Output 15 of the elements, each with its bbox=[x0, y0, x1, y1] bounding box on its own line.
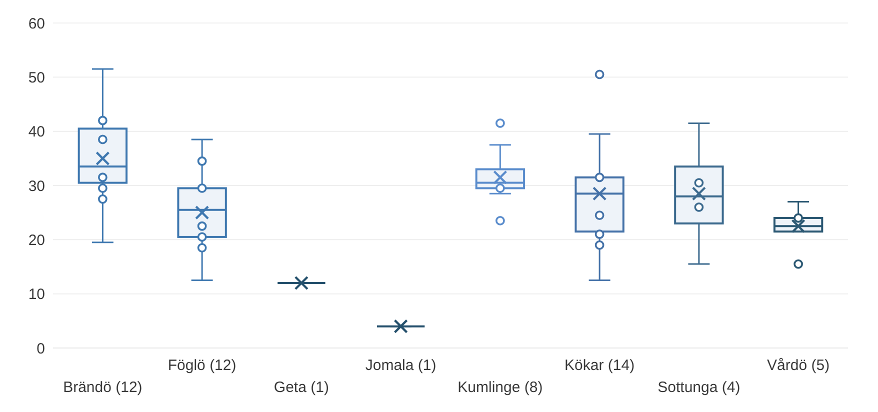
y-tick-label: 10 bbox=[28, 286, 45, 304]
x-tick-label: Kökar (14) bbox=[564, 357, 635, 374]
x-tick-label: Kumlinge (8) bbox=[458, 379, 543, 396]
y-tick-label: 30 bbox=[28, 178, 45, 195]
x-tick-label: Jomala (1) bbox=[365, 357, 436, 374]
x-tick-label: Föglö (12) bbox=[168, 357, 236, 374]
y-tick-label: 0 bbox=[36, 340, 45, 358]
y-tick-label: 20 bbox=[28, 232, 45, 249]
x-tick-label: Vårdö (5) bbox=[767, 357, 830, 374]
y-tick-label: 40 bbox=[28, 124, 45, 141]
y-tick-label: 50 bbox=[28, 69, 45, 86]
x-tick-label: Sottunga (4) bbox=[658, 379, 740, 396]
y-tick-label: 60 bbox=[28, 15, 45, 32]
x-tick-label: Brändö (12) bbox=[63, 379, 142, 396]
x-tick-label: Geta (1) bbox=[274, 379, 329, 396]
